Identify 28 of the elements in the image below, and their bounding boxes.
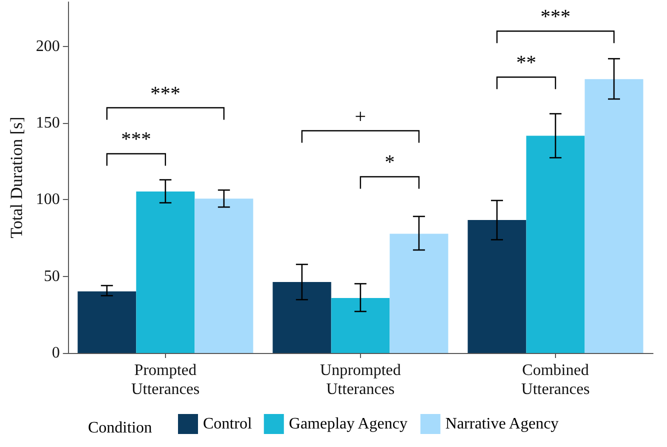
bar [194,198,254,353]
y-tick-label: 200 [36,38,60,55]
annotation: *** [150,82,180,105]
bar [78,291,136,353]
y-axis-title: Total Duration [s] [7,116,26,238]
legend-label: Control [203,416,252,432]
bar [526,136,585,353]
x-tick-label: Prompted Utterances [131,362,200,398]
y-tick-label: 100 [36,191,60,208]
y-tick-label: 50 [44,268,60,285]
legend-label: Gameplay Agency [288,416,408,432]
annotation: + [354,106,366,128]
annotation: *** [540,6,570,28]
annotation: ** [516,52,536,74]
legend-label: Narrative Agency [445,416,559,432]
y-tick-label: 0 [52,344,60,362]
annotation: * [384,152,395,174]
bar [136,191,195,353]
bar [584,79,644,353]
bar [331,298,390,353]
x-tick-label: Combined Utterances [521,362,590,398]
bar [390,234,448,353]
annotation: *** [121,128,152,151]
x-tick-label: Unprompted Utterances [320,362,401,398]
bar [272,282,332,353]
y-tick-label: 150 [36,114,60,132]
bar [468,220,526,353]
legend-title: Condition [88,420,152,436]
